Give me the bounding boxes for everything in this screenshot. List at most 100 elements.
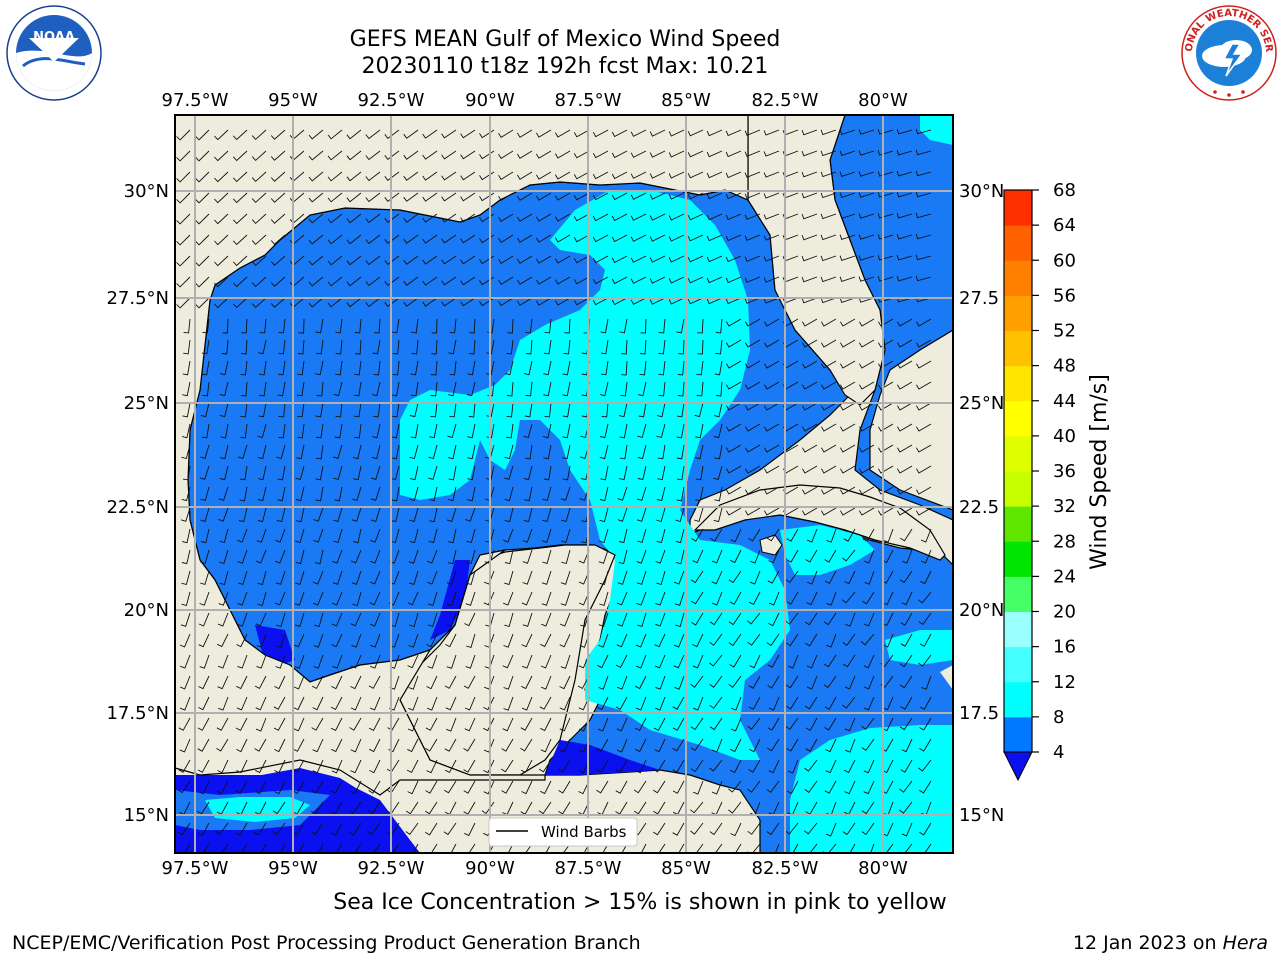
longitude-tick-label: 80°W [858,858,908,879]
wind-barb [308,150,324,161]
wind-barb [540,780,552,795]
latitude-tick-label: 15°N [124,805,169,826]
wind-barb [255,612,267,627]
wind-barb [839,234,856,240]
wind-barb [176,255,191,267]
wind-barb [181,570,191,586]
wind-barb [346,192,362,203]
wind-barb [422,234,438,244]
wind-barb [678,843,685,853]
wind-barb [333,381,343,397]
wind-barb [422,192,438,202]
wind-barb [536,129,552,138]
wind-barb [428,465,438,480]
wind-barb [507,843,514,853]
wind-barb [919,738,932,752]
wind-barb [729,591,742,605]
wind-barb [592,192,609,201]
wind-barb [179,633,191,648]
wind-barb [446,654,457,669]
wind-barb [617,675,628,690]
florida-peninsula [747,115,886,406]
wind-barb [292,780,305,794]
wind-barb [675,549,685,565]
colorbar-tick-label: 56 [1053,285,1076,306]
wind-barb [687,150,704,158]
wind-barb [821,402,837,411]
wind-barb [616,717,628,732]
wind-barb [308,192,324,203]
wind-barb [920,570,932,585]
wind-barb [745,507,761,516]
wind-barb [236,696,248,711]
wind-barb [652,822,666,836]
longitude-tick-label: 87.5°W [555,90,622,111]
wind-barb [675,528,685,544]
wind-barb [804,822,818,835]
wind-barb [464,696,476,711]
wind-barb [215,843,229,853]
wind-barb [769,591,780,606]
wind-barb [656,570,666,586]
wind-barb [232,255,248,267]
wind-barb [460,192,476,202]
wind-barb [611,255,628,264]
wind-barb [786,696,799,710]
wind-barb [839,129,856,135]
wind-barb [295,486,305,502]
wind-barb [277,486,286,502]
wind-barb [592,255,609,264]
wind-barb [820,150,837,157]
wind-barb [348,843,362,853]
wind-barb [785,633,799,647]
wind-barb [649,213,666,221]
wind-barb [217,612,229,627]
wind-barb [441,297,457,307]
wind-barb [916,507,932,516]
wind-barb [916,486,932,495]
wind-barb [390,507,400,523]
wind-barb [825,759,837,774]
wind-barb [327,129,343,140]
wind-barb [256,528,267,543]
wind-barb [878,402,894,411]
wind-barb [673,654,685,669]
wind-barb [916,402,932,411]
wind-barb [181,423,191,439]
wind-barb [821,339,837,348]
wind-barb [592,171,609,180]
wind-barb [481,801,495,815]
wind-barb [802,318,818,327]
wind-barb [877,129,894,135]
wind-barb [327,213,343,224]
colorbar-tick-label: 40 [1053,426,1076,447]
wind-barb [734,843,742,853]
wind-barb [236,738,248,753]
wind-barb [520,717,533,731]
wind-barb [536,255,552,264]
wind-barb [384,255,400,266]
wind-barb [804,780,818,794]
colorbar-bin [1004,330,1032,367]
wind-barb [501,780,514,794]
wind-barb [596,738,609,752]
wind-barb [521,780,533,795]
wind-barb [429,486,438,502]
wind-barb [561,528,571,543]
wind-barb [764,402,780,411]
wind-barb [804,696,818,710]
longitude-tick-label: 92.5°W [358,90,425,111]
wind-barb [802,339,818,348]
colorbar-extend-min [1003,751,1033,782]
wind-barb [316,339,324,355]
wind-barb [878,381,894,390]
wind-barb [251,213,267,225]
wind-barb [350,780,362,795]
wind-barb [446,612,457,627]
wind-barb [563,339,571,355]
wind-barb [842,549,856,562]
wind-barb [251,129,267,141]
isla-juventud [759,534,783,556]
wind-barb [448,528,457,544]
wind-barb [430,381,438,397]
